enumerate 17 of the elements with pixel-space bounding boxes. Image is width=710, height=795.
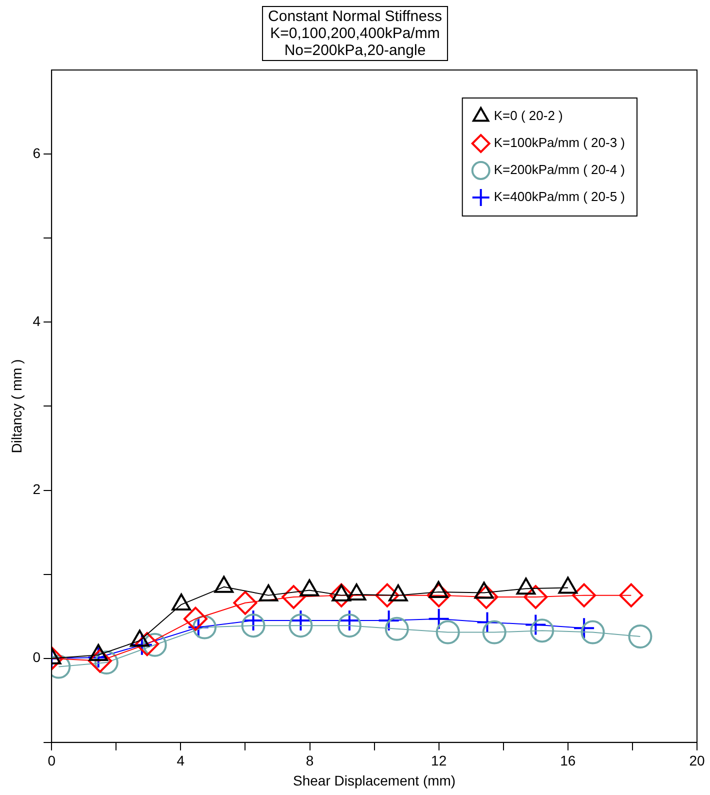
- x-tick-label: 16: [560, 752, 576, 769]
- x-tick-label: 0: [48, 752, 56, 769]
- x-tick-label: 20: [689, 752, 705, 769]
- legend-label: K=0 ( 20-2 ): [494, 108, 563, 124]
- x-tick-label: 8: [306, 752, 314, 769]
- y-tick-label: 2: [32, 481, 41, 498]
- chart-title: Constant Normal Stiffness K=0,100,200,400kPa/mm No=200kPa,20-angle: [262, 6, 448, 61]
- y-axis-title: Diltancy ( mm ): [8, 359, 24, 454]
- legend-label: K=400kPa/mm ( 20-5 ): [494, 189, 626, 204]
- y-tick-label: 4: [32, 313, 41, 330]
- y-tick-label: 0: [32, 649, 41, 666]
- legend-label: K=200kPa/mm ( 20-4 ): [494, 162, 626, 178]
- x-axis-title: Shear Displacement (mm): [292, 772, 456, 788]
- x-tick-label: 12: [431, 752, 447, 769]
- y-tick-label: 6: [32, 144, 41, 161]
- x-tick-label: 4: [176, 752, 185, 769]
- legend-label: K=100kPa/mm ( 20-3 ): [494, 135, 626, 150]
